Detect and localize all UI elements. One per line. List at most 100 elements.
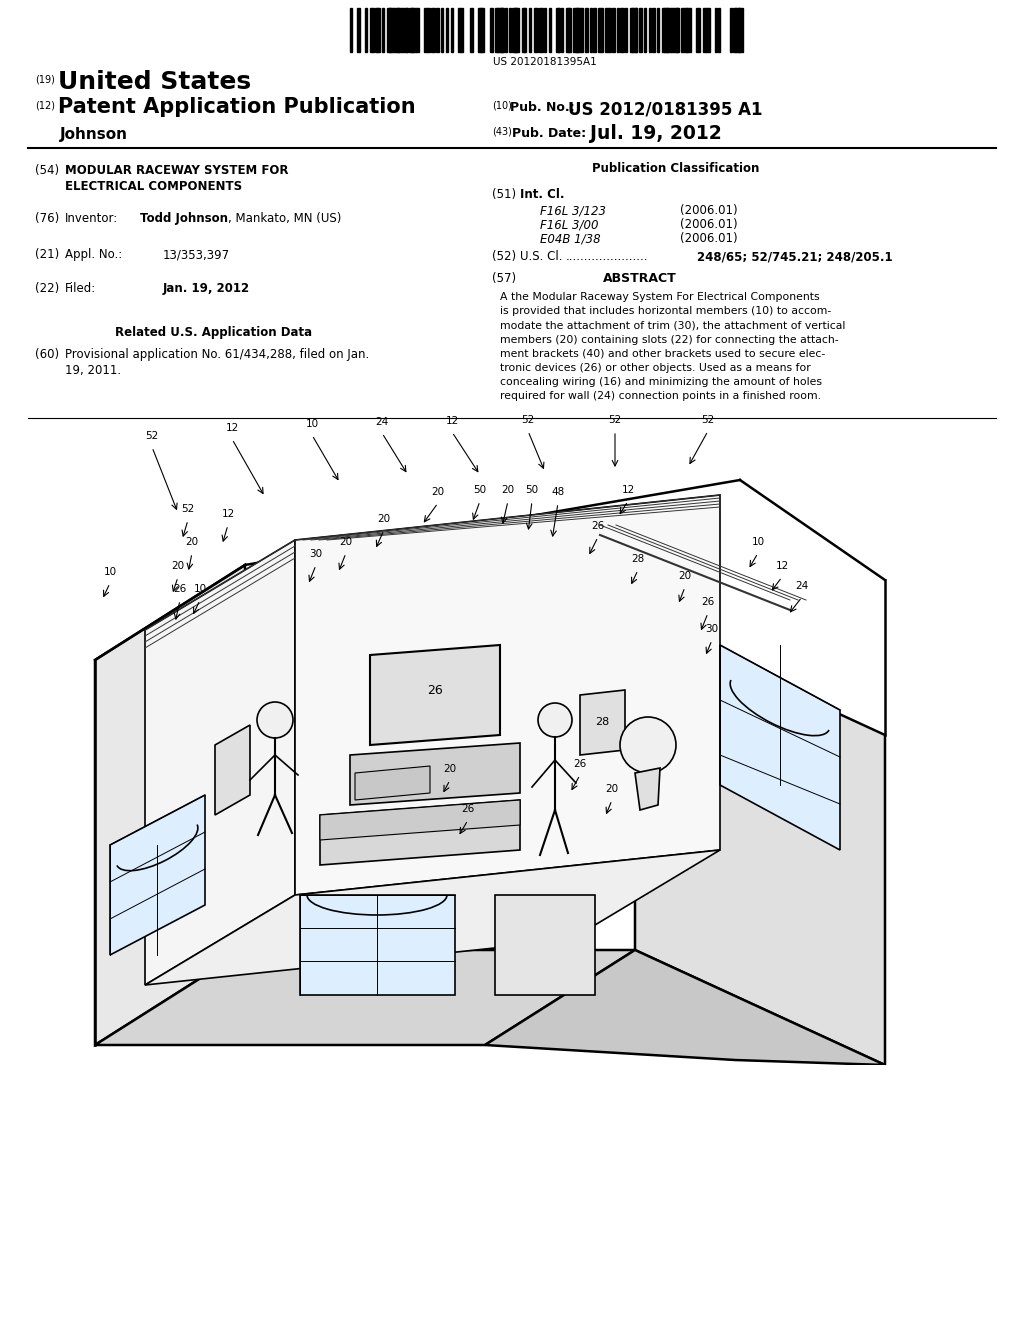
Bar [394,8,399,51]
Polygon shape [215,725,250,814]
Bar [445,8,447,51]
Text: 26: 26 [701,597,715,607]
Bar [433,8,435,51]
Text: F16L 3/123: F16L 3/123 [540,205,606,216]
Bar [686,8,688,51]
Text: Filed:: Filed: [65,282,96,294]
Bar [716,8,718,51]
Text: 26: 26 [573,759,587,770]
Text: 48: 48 [551,487,564,498]
Text: Inventor:: Inventor: [65,213,118,224]
Bar [431,8,433,51]
Text: 13/353,397: 13/353,397 [163,248,230,261]
Bar [375,8,378,51]
Text: concealing wiring (16) and minimizing the amount of holes: concealing wiring (16) and minimizing th… [500,378,822,387]
Text: ELECTRICAL COMPONENTS: ELECTRICAL COMPONENTS [65,180,242,193]
Bar [396,8,398,51]
Polygon shape [295,495,720,895]
Text: 28: 28 [595,717,609,727]
Text: 20: 20 [378,513,390,524]
Bar [451,8,453,51]
Bar [639,8,642,51]
Bar [644,8,646,51]
Text: Provisional application No. 61/434,288, filed on Jan.: Provisional application No. 61/434,288, … [65,348,370,360]
Text: (12): (12) [35,102,55,111]
Polygon shape [485,950,885,1065]
Text: 10: 10 [103,568,117,577]
Polygon shape [110,795,205,954]
Polygon shape [580,690,625,755]
Bar [489,8,493,51]
Bar [498,8,502,51]
Bar [372,8,374,51]
Bar [662,8,665,51]
Bar [581,8,583,51]
Bar [480,8,482,51]
Bar [370,8,372,51]
Text: 26: 26 [173,583,186,594]
Text: (2006.01): (2006.01) [680,232,737,246]
Text: 12: 12 [622,484,635,495]
Text: (2006.01): (2006.01) [680,218,737,231]
Bar [558,8,560,51]
Bar [598,8,600,51]
Bar [477,8,480,51]
Text: (10): (10) [492,102,512,111]
Text: members (20) containing slots (22) for connecting the attach-: members (20) containing slots (22) for c… [500,334,839,345]
Bar [656,8,658,51]
Polygon shape [300,895,455,995]
Bar [630,8,633,51]
Bar [612,8,615,51]
Bar [461,8,464,51]
Bar [458,8,460,51]
Text: (60): (60) [35,348,59,360]
Text: Pub. No.:: Pub. No.: [510,102,574,114]
Text: 19, 2011.: 19, 2011. [65,364,121,378]
Bar [591,8,592,51]
Text: 50: 50 [525,484,539,495]
Bar [706,8,708,51]
Bar [537,8,539,51]
Text: 24: 24 [376,417,389,426]
Text: Pub. Date:: Pub. Date: [512,127,586,140]
Bar [412,8,414,51]
Bar [664,8,669,51]
Bar [586,8,589,51]
Polygon shape [370,645,500,744]
Text: 20: 20 [605,784,618,795]
Bar [672,8,675,51]
Polygon shape [355,766,430,800]
Text: Jul. 19, 2012: Jul. 19, 2012 [590,124,722,143]
Bar [651,8,654,51]
Text: ABSTRACT: ABSTRACT [603,272,677,285]
Text: 12: 12 [445,416,459,426]
Polygon shape [319,800,520,840]
Text: (2006.01): (2006.01) [680,205,737,216]
Text: US 20120181395A1: US 20120181395A1 [494,57,597,67]
Bar [607,8,610,51]
Bar [600,8,603,51]
Text: 20: 20 [171,561,184,572]
Text: United States: United States [58,70,251,94]
Text: Publication Classification: Publication Classification [592,162,760,176]
Bar [579,8,581,51]
Bar [428,8,430,51]
Circle shape [538,704,572,737]
Text: required for wall (24) connection points in a finished room.: required for wall (24) connection points… [500,392,821,401]
Bar [424,8,426,51]
Text: (43): (43) [492,127,512,137]
Bar [534,8,536,51]
Bar [509,8,511,51]
Bar [529,8,531,51]
Bar [409,8,414,51]
Text: ......................: ...................... [566,249,648,263]
Polygon shape [95,950,635,1045]
Text: 26: 26 [592,521,604,531]
Text: 20: 20 [185,537,199,546]
Bar [495,8,498,51]
Bar [399,8,402,51]
Text: 10: 10 [305,418,318,429]
Text: Jan. 19, 2012: Jan. 19, 2012 [163,282,250,294]
Bar [414,8,416,51]
Text: Appl. No.:: Appl. No.: [65,248,122,261]
